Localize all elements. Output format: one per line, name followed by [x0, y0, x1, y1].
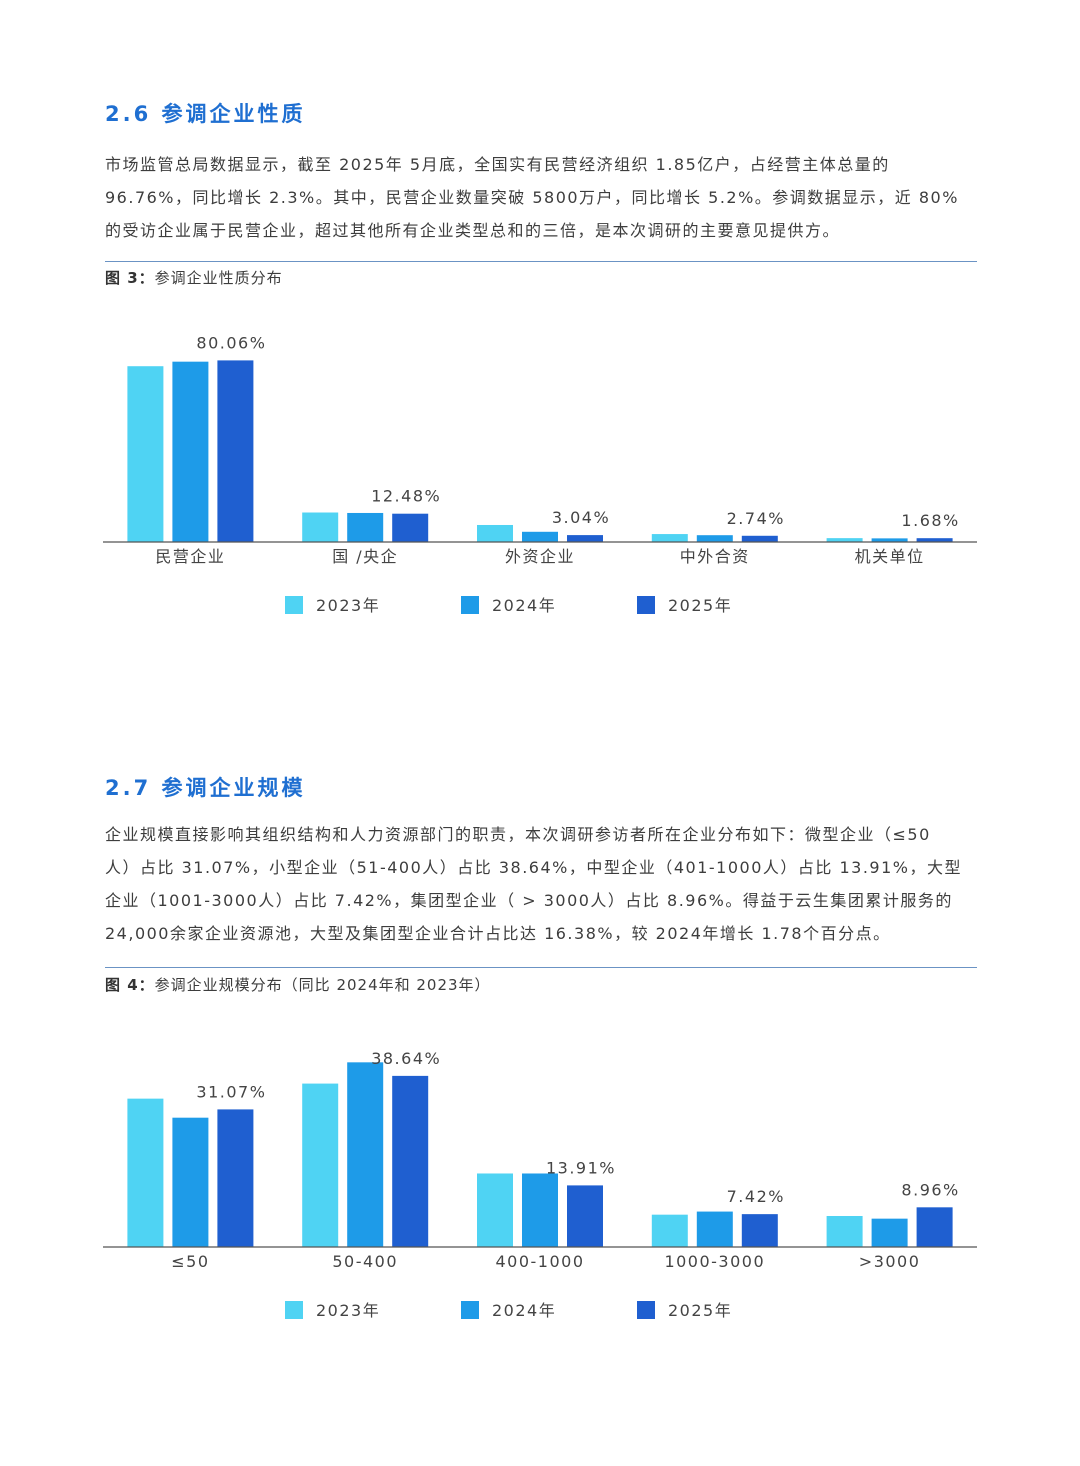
divider [105, 967, 977, 968]
section-title: 2.7 参调企业规模 [105, 776, 306, 800]
legend-label: 2024年 [492, 596, 556, 615]
bar-2023年-机关单位 [826, 538, 863, 542]
x-tick-label: 50-400 [332, 1252, 398, 1271]
bar-2023年-中外合资 [651, 534, 688, 542]
chart-enterprise-size: 31.07% ≤50 38.64% 50-400 13.91% 400-1000 7.42%… [103, 1049, 977, 1320]
x-tick-label: 外资企业 [505, 547, 575, 566]
bar-2024年->3000 [871, 1218, 908, 1247]
paragraph-line: 市场监管总局数据显示，截至 2025年 5月底，全国实有民营经济组织 1.85亿… [105, 155, 890, 174]
bar-2024年-机关单位 [871, 538, 908, 542]
data-label: 12.48% [371, 487, 441, 506]
bar-2023年-≤50 [127, 1098, 164, 1247]
bar-2025年-民营企业 [217, 360, 254, 542]
bar-2025年-≤50 [217, 1109, 254, 1247]
data-label: 7.42% [727, 1187, 785, 1206]
x-tick-label: >3000 [859, 1252, 921, 1271]
data-label: 31.07% [196, 1082, 266, 1101]
figure-caption: 图 4：参调企业规模分布（同比 2024年和 2023年） [105, 974, 977, 995]
bar-2024年-50-400 [347, 1062, 384, 1247]
bar-2025年-国 /央企 [392, 513, 429, 542]
data-label: 13.91% [546, 1158, 616, 1177]
bar-2025年->3000 [916, 1207, 953, 1247]
divider [105, 261, 977, 262]
bar-2025年-机关单位 [916, 538, 953, 542]
legend-swatch [461, 596, 479, 614]
data-label: 2.74% [727, 509, 785, 528]
x-tick-label: 民营企业 [155, 547, 225, 566]
data-label: 80.06% [196, 333, 266, 352]
legend-swatch [637, 1301, 655, 1319]
bar-2025年-50-400 [392, 1075, 429, 1247]
figure-title: 参调企业性质分布 [154, 269, 283, 287]
x-tick-label: 机关单位 [855, 547, 925, 566]
data-label: 1.68% [901, 511, 959, 530]
bar-2023年-400-1000 [477, 1173, 513, 1247]
legend-swatch [285, 1301, 303, 1319]
bar-2024年-1000-3000 [696, 1211, 733, 1247]
bar-2024年-民营企业 [172, 361, 209, 542]
bar-2025年-1000-3000 [741, 1214, 778, 1247]
bar-2025年-外资企业 [567, 535, 603, 542]
legend-swatch [285, 596, 303, 614]
section-paragraph: 市场监管总局数据显示，截至 2025年 5月底，全国实有民营经济组织 1.85亿… [105, 148, 977, 247]
legend-label: 2025年 [668, 1301, 732, 1320]
chart-enterprise-nature: 80.06% 民营企业 12.48% 国 /央企 3.04% 外资企业 2.74% 中外合资 1… [103, 333, 977, 615]
legend-label: 2025年 [668, 596, 732, 615]
bar-2025年-400-1000 [567, 1185, 603, 1247]
figure-title: 参调企业规模分布（同比 2024年和 2023年） [154, 976, 491, 994]
bar-2024年-中外合资 [696, 535, 733, 542]
paragraph-line: 人）占比 31.07%，小型企业（51-400人）占比 38.64%，中型企业（… [105, 858, 962, 877]
figure-caption: 图 3：参调企业性质分布 [105, 267, 977, 288]
x-tick-label: ≤50 [171, 1252, 209, 1271]
x-tick-label: 国 /央企 [332, 547, 398, 566]
bar-2023年-50-400 [302, 1083, 339, 1247]
figure-label: 图 4： [105, 976, 155, 994]
data-label: 38.64% [371, 1049, 441, 1068]
bar-2023年-外资企业 [477, 524, 513, 542]
bar-2024年-国 /央企 [347, 512, 384, 542]
legend-swatch [637, 596, 655, 614]
section-2-6: 2.6 参调企业性质 市场监管总局数据显示，截至 2025年 5月底，全国实有民… [105, 100, 977, 247]
section-2-7: 2.7 参调企业规模 企业规模直接影响其组织结构和人力资源部门的职责，本次调研参… [105, 774, 977, 950]
bar-2023年-国 /央企 [302, 512, 339, 542]
bar-2024年-外资企业 [522, 531, 558, 542]
bar-2025年-中外合资 [741, 535, 778, 542]
paragraph-line: 企业（1001-3000人）占比 7.42%，集团型企业（ > 3000人）占比… [105, 891, 953, 910]
data-label: 8.96% [901, 1180, 959, 1199]
figure-label: 图 3： [105, 269, 155, 287]
legend-label: 2023年 [316, 596, 380, 615]
bar-2023年-民营企业 [127, 366, 164, 542]
legend-swatch [461, 1301, 479, 1319]
x-tick-label: 中外合资 [680, 547, 750, 566]
legend-label: 2023年 [316, 1301, 380, 1320]
legend-label: 2024年 [492, 1301, 556, 1320]
section-title: 2.6 参调企业性质 [105, 102, 306, 126]
bar-2023年-1000-3000 [651, 1214, 688, 1247]
x-tick-label: 400-1000 [495, 1252, 584, 1271]
paragraph-line: 24,000余家企业资源池，大型及集团型企业合计占比达 16.38%，较 202… [105, 924, 891, 943]
bar-2024年-≤50 [172, 1117, 209, 1247]
section-paragraph: 企业规模直接影响其组织结构和人力资源部门的职责，本次调研参访者所在企业分布如下：… [105, 818, 977, 950]
bar-2024年-400-1000 [522, 1173, 558, 1247]
x-tick-label: 1000-3000 [664, 1252, 765, 1271]
paragraph-line: 企业规模直接影响其组织结构和人力资源部门的职责，本次调研参访者所在企业分布如下：… [105, 825, 931, 844]
paragraph-line: 的受访企业属于民营企业，超过其他所有企业类型总和的三倍，是本次调研的主要意见提供… [105, 221, 841, 240]
data-label: 3.04% [552, 508, 610, 527]
paragraph-line: 96.76%，同比增长 2.3%。其中，民营企业数量突破 5800万户，同比增长… [105, 188, 959, 207]
bar-2023年->3000 [826, 1216, 863, 1247]
